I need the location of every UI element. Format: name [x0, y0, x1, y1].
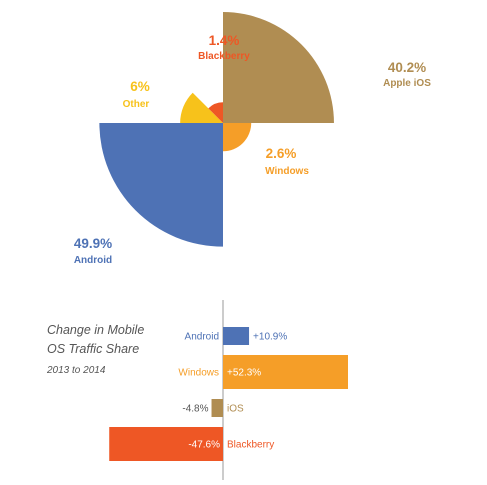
slice-other — [180, 92, 223, 123]
polar-area-chart — [99, 12, 334, 247]
bar-ios — [211, 399, 223, 417]
slice-blackberry — [208, 102, 223, 123]
slice-name-windows: Windows — [265, 166, 309, 177]
bar-value-windows: +52.3% — [227, 368, 261, 379]
bar-category-android: Android — [185, 332, 219, 343]
bar-category-blackberry: Blackberry — [227, 440, 274, 451]
bar-chart-subtitle: 2013 to 2014 — [46, 365, 106, 376]
slice-value-android: 49.9% — [74, 236, 112, 251]
bar-android — [223, 327, 250, 345]
slice-android — [99, 123, 223, 247]
slice-value-windows: 2.6% — [266, 146, 297, 161]
slice-name-other: Other — [123, 99, 150, 110]
polar-area-labels: 40.2% Apple iOS 2.6% Windows 49.9% Android 6% O… — [74, 33, 431, 266]
slice-windows — [223, 123, 252, 152]
slice-name-apple-ios: Apple iOS — [383, 78, 431, 89]
bar-value-android: +10.9% — [253, 332, 287, 343]
bar-category-windows: Windows — [178, 368, 219, 379]
bar-blackberry — [109, 427, 223, 461]
bar-chart-title-line-2: OS Traffic Share — [47, 342, 139, 356]
bar-chart-heading: Change in Mobile OS Traffic Share 2013 t… — [46, 323, 144, 376]
bar-value-blackberry: -47.6% — [188, 440, 220, 451]
bar-chart: Android +10.9% Windows +52.3% iOS -4.8% Blackb… — [109, 300, 348, 480]
bar-chart-title-line-1: Change in Mobile — [47, 323, 144, 337]
slice-name-android: Android — [74, 255, 112, 266]
bar-category-ios: iOS — [227, 404, 244, 415]
bar-value-ios: -4.8% — [182, 404, 208, 415]
slice-value-blackberry: 1.4% — [209, 33, 240, 48]
slice-value-other: 6% — [130, 79, 150, 94]
bar-windows — [223, 355, 348, 389]
slice-value-apple-ios: 40.2% — [388, 60, 426, 75]
slice-apple-ios — [223, 12, 334, 123]
slice-name-blackberry: Blackberry — [198, 51, 250, 62]
